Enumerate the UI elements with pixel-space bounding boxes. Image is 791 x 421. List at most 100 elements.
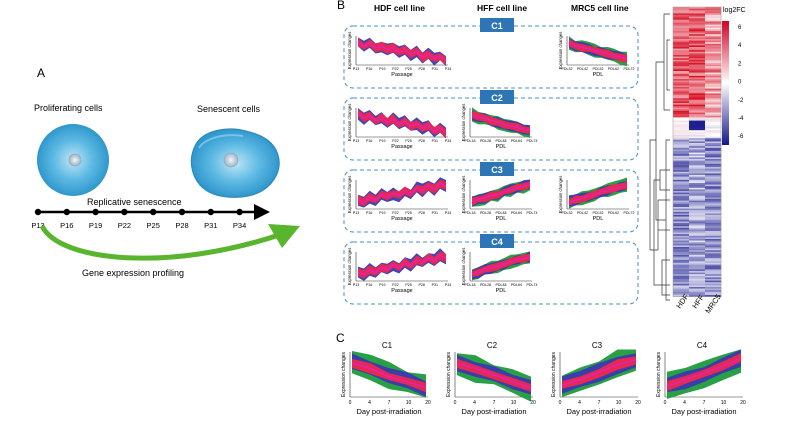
heatmap-cell	[689, 74, 706, 77]
chart-hdf: Expression changes P13 P16 P19 P22 P25 P28 P31 P…	[347, 104, 451, 150]
heatmap-cell	[705, 266, 722, 269]
x-tick-label: P16	[366, 139, 372, 143]
heatmap-cell	[673, 242, 690, 245]
heatmap-cell	[689, 141, 706, 144]
x-tick-label: PDL64	[511, 211, 522, 215]
heatmap-cell	[689, 269, 706, 272]
heatmap-cell	[689, 267, 706, 270]
heatmap-cell	[673, 35, 690, 38]
heatmap-cell	[705, 200, 722, 203]
heatmap-cell	[705, 261, 722, 264]
heatmap-cell	[705, 58, 722, 61]
heatmap-cell	[705, 88, 722, 91]
heatmap-cell	[705, 16, 722, 19]
heatmap-cell	[705, 91, 722, 94]
heatmap-cell	[689, 221, 706, 224]
heatmap-border	[672, 6, 722, 297]
heatmap-cell	[689, 123, 706, 126]
x-tick-label: P31	[432, 67, 438, 71]
heatmap-cell	[705, 258, 722, 261]
dendrogram-branch	[661, 259, 670, 296]
y-axis-label: Expression changes	[347, 248, 352, 286]
heatmap-cell	[689, 125, 706, 128]
expression-band	[352, 359, 426, 393]
mean-line	[561, 359, 637, 386]
heatmap-cell	[689, 163, 706, 166]
x-tick-label: P16	[366, 283, 372, 287]
heatmap-cell	[705, 79, 722, 81]
heatmap-cell	[673, 96, 690, 99]
heatmap-cell	[705, 112, 722, 115]
heatmap-cell	[689, 79, 706, 81]
x-tick-label: PDL52	[593, 211, 604, 215]
heatmap-cell	[705, 8, 722, 11]
chart-hdf: Expression changes P13 P16 P19 P22 P25 P28 P31 P…	[347, 248, 451, 294]
heatmap-cell	[689, 7, 706, 9]
heatmap-cell	[673, 243, 690, 246]
heatmap-cell	[673, 66, 690, 69]
heatmap-cell	[673, 159, 690, 161]
heatmap-cell	[673, 135, 690, 137]
passage-label: P25	[147, 221, 160, 230]
heatmap-cell	[673, 291, 690, 294]
column-header-hdf: HDF cell line	[374, 3, 425, 13]
heatmap-cell	[705, 189, 722, 192]
mean-line	[357, 182, 447, 204]
heatmap-cell	[689, 170, 706, 173]
x-tick-label: PDL72	[624, 67, 635, 71]
heatmap-cell	[673, 131, 690, 134]
heatmap-cell	[705, 242, 722, 245]
heatmap-cell	[673, 114, 690, 117]
colorbar-title: log2FC	[723, 7, 746, 14]
heatmap-cell	[705, 280, 722, 283]
x-axis-label: PDL	[496, 216, 507, 222]
heatmap-cell	[705, 195, 722, 198]
chart-title: C2	[487, 341, 498, 350]
heatmap-cell	[705, 104, 722, 107]
heatmap-cell	[689, 64, 706, 67]
heatmap-cell	[673, 176, 690, 179]
heatmap-cell	[689, 259, 706, 262]
heatmap-cell	[705, 205, 722, 208]
x-tick-label: 20	[425, 400, 431, 406]
heatmap-cell	[705, 178, 722, 181]
panel-a: A Proliferating cells Senescent cells Re…	[31, 66, 300, 278]
heatmap-cell	[689, 101, 706, 104]
heatmap-cell	[689, 271, 706, 273]
heatmap-cell	[705, 107, 722, 110]
x-tick-label: P19	[379, 283, 385, 287]
x-tick-label: 20	[530, 400, 536, 406]
x-tick-label: 20	[635, 400, 641, 406]
heatmap-cell	[705, 202, 722, 205]
heatmap-cell	[689, 247, 706, 249]
heatmap-cell	[673, 59, 690, 62]
heatmap-cell	[689, 282, 706, 285]
colorbar-tick-label: 4	[738, 43, 742, 49]
heatmap-cell	[689, 288, 706, 291]
x-axis-label: PDL	[593, 72, 604, 78]
heatmap-cell	[673, 266, 690, 269]
heatmap-cell	[673, 191, 690, 193]
heatmap-cell	[689, 147, 706, 150]
heatmap-cell	[705, 43, 722, 46]
heatmap-cell	[689, 151, 706, 153]
heatmap-cell	[689, 287, 706, 289]
heatmap-cell	[673, 91, 690, 94]
heatmap-cell	[705, 47, 722, 49]
heatmap-cell	[689, 274, 706, 277]
heatmap-cell	[705, 29, 722, 32]
heatmap-cell	[689, 242, 706, 245]
timeline-point	[150, 208, 157, 216]
x-axis-label: Day post-irradiation	[461, 407, 526, 416]
x-tick-label: 10	[616, 400, 622, 406]
heatmap-cell	[705, 267, 722, 270]
heatmap-cell	[689, 139, 706, 142]
heatmap-cell	[705, 165, 722, 168]
x-tick-label: 0	[559, 400, 562, 406]
dendrogram-branch	[666, 39, 670, 91]
heatmap-cell	[705, 15, 722, 17]
x-tick-label: 20	[740, 400, 746, 406]
